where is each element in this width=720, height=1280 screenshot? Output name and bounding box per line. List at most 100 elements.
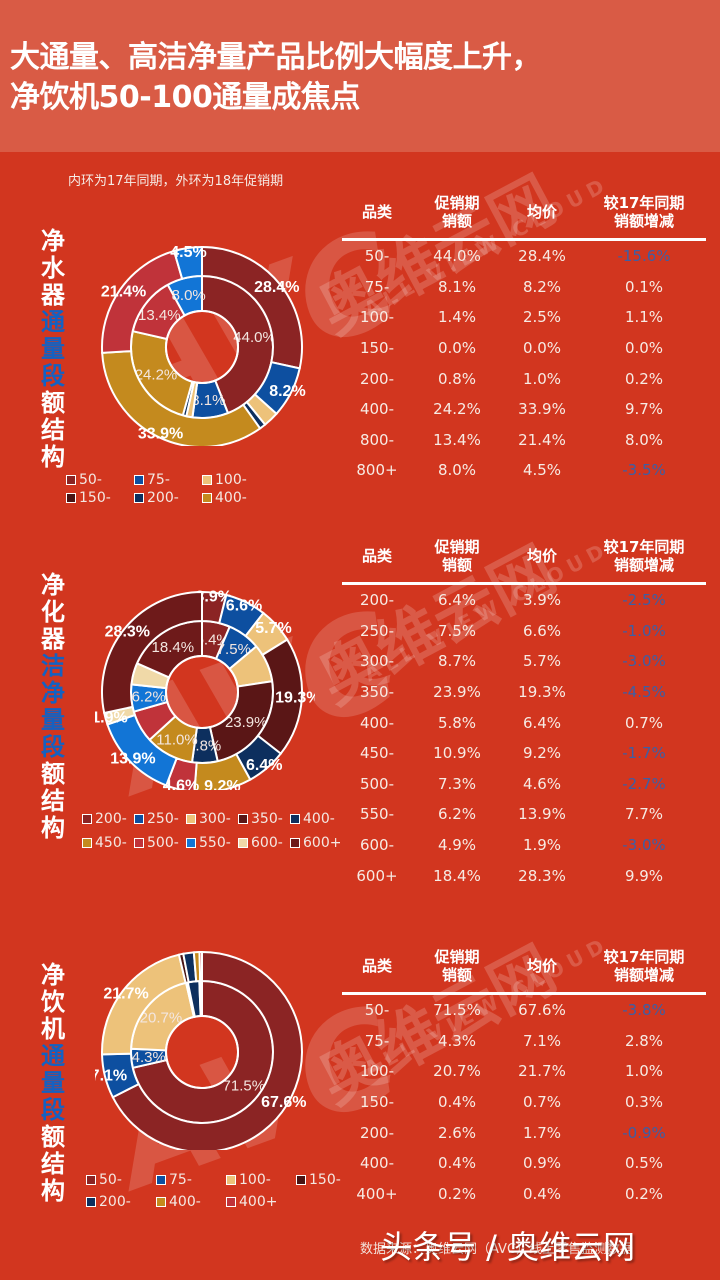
cell-yoy: -1.7% bbox=[622, 744, 666, 763]
col-yoy: 较17年同期 销额增减 bbox=[603, 948, 685, 984]
cell-promo: 20.7% bbox=[433, 1062, 481, 1081]
legend-label: 500- bbox=[147, 835, 179, 851]
label-structure: 额结构 bbox=[41, 760, 65, 842]
legend-swatch-icon bbox=[202, 493, 212, 503]
table-row: 600+ 18.4% 28.3% 9.9% bbox=[342, 860, 706, 891]
legend-item: 200- bbox=[86, 1194, 156, 1210]
table-air-purifier: 品类 促销期 销额 均价 较17年同期 销额增减 200- 6.4% 3.9% -2.5%… bbox=[342, 530, 706, 891]
legend-item: 100- bbox=[202, 472, 270, 488]
legend-swatch-icon bbox=[226, 1175, 236, 1185]
cell-avg: 4.5% bbox=[522, 461, 562, 480]
cell-promo: 1.4% bbox=[437, 308, 477, 327]
legend-label: 50- bbox=[99, 1172, 122, 1188]
table-row: 400+ 0.2% 0.4% 0.2% bbox=[342, 1179, 706, 1210]
cell-yoy: 0.0% bbox=[624, 339, 664, 358]
col-category: 品类 bbox=[361, 203, 392, 221]
data-label: 6.6% bbox=[226, 598, 262, 615]
data-label: 20.7% bbox=[140, 1010, 183, 1027]
table-row: 400- 24.2% 33.9% 9.7% bbox=[342, 394, 706, 425]
table-header: 品类 促销期 销额 均价 较17年同期 销额增减 bbox=[342, 940, 706, 995]
table-row: 400- 0.4% 0.9% 0.5% bbox=[342, 1148, 706, 1179]
col-yoy: 较17年同期 销额增减 bbox=[603, 538, 685, 574]
legend-swatch-icon bbox=[202, 475, 212, 485]
cell-avg: 1.9% bbox=[522, 836, 562, 855]
cell-cat: 50- bbox=[364, 1001, 390, 1020]
cell-promo: 0.0% bbox=[437, 339, 477, 358]
table-row: 200- 2.6% 1.7% -0.9% bbox=[342, 1117, 706, 1148]
table-row: 450- 10.9% 9.2% -1.7% bbox=[342, 738, 706, 769]
cell-avg: 2.5% bbox=[522, 308, 562, 327]
data-label: 67.6% bbox=[261, 1094, 306, 1111]
table-row: 800- 13.4% 21.4% 8.0% bbox=[342, 425, 706, 456]
legend-label: 400- bbox=[303, 811, 335, 827]
legend-label: 150- bbox=[79, 490, 111, 506]
cell-promo: 0.4% bbox=[437, 1093, 477, 1112]
section-label-air-purifier: 净化器 洁净量段 额结构 bbox=[38, 572, 68, 842]
cell-yoy: 0.7% bbox=[624, 713, 664, 732]
table-row: 100- 20.7% 21.7% 1.0% bbox=[342, 1056, 706, 1087]
legend-item: 350- bbox=[238, 811, 290, 827]
cell-cat: 600+ bbox=[356, 866, 398, 885]
legend-swatch-icon bbox=[238, 814, 248, 824]
col-promo-sales: 促销期 销额 bbox=[434, 538, 480, 574]
legend-item: 300- bbox=[186, 811, 238, 827]
table-row: 50- 44.0% 28.4% -15.6% bbox=[342, 241, 706, 272]
table-water-dispenser: 品类 促销期 销额 均价 较17年同期 销额增减 50- 71.5% 67.6% -3.8… bbox=[342, 940, 706, 1209]
cell-yoy: 8.0% bbox=[624, 430, 664, 449]
data-label: 71.5% bbox=[223, 1077, 266, 1094]
data-label: 4.5% bbox=[170, 244, 206, 261]
cell-avg: 1.0% bbox=[522, 369, 562, 388]
cell-cat: 300- bbox=[359, 652, 395, 671]
legend-item: 600- bbox=[238, 835, 290, 851]
data-label: 4.3% bbox=[132, 1049, 166, 1066]
cell-cat: 400- bbox=[359, 1154, 395, 1173]
cell-yoy: 0.5% bbox=[624, 1154, 664, 1173]
legend-label: 400- bbox=[169, 1194, 201, 1210]
legend-water-purifier: 50- 75- 100- 150- 200- 400- bbox=[66, 472, 270, 506]
cell-cat: 450- bbox=[359, 744, 395, 763]
cell-cat: 150- bbox=[359, 1093, 395, 1112]
data-label: 3.9% bbox=[196, 590, 232, 606]
cell-promo: 2.6% bbox=[437, 1123, 477, 1142]
cell-avg: 0.9% bbox=[522, 1154, 562, 1173]
legend-swatch-icon bbox=[296, 1175, 306, 1185]
legend-item: 400- bbox=[290, 811, 342, 827]
table-row: 800+ 8.0% 4.5% -3.5% bbox=[342, 455, 706, 486]
cell-cat: 200- bbox=[359, 369, 395, 388]
title-line-1: 大通量、高洁净量产品比例大幅度上升， bbox=[10, 40, 542, 75]
section-label-water-purifier: 净水器 通量段 额结构 bbox=[38, 228, 68, 471]
cell-yoy: -15.6% bbox=[617, 247, 671, 266]
table-row: 550- 6.2% 13.9% 7.7% bbox=[342, 799, 706, 830]
legend-label: 100- bbox=[239, 1172, 271, 1188]
legend-swatch-icon bbox=[186, 814, 196, 824]
cell-avg: 67.6% bbox=[518, 1001, 566, 1020]
cell-avg: 0.7% bbox=[522, 1093, 562, 1112]
legend-swatch-icon bbox=[134, 838, 144, 848]
label-structure: 额结构 bbox=[41, 1123, 65, 1205]
col-category: 品类 bbox=[361, 547, 392, 565]
table-row: 200- 6.4% 3.9% -2.5% bbox=[342, 585, 706, 616]
legend-label: 350- bbox=[251, 811, 283, 827]
donut-segment-400+ bbox=[198, 950, 203, 983]
cell-cat: 350- bbox=[359, 683, 395, 702]
legend-item: 400+ bbox=[226, 1194, 296, 1210]
cell-yoy: 7.7% bbox=[624, 805, 664, 824]
legend-swatch-icon bbox=[186, 838, 196, 848]
cell-avg: 19.3% bbox=[518, 683, 566, 702]
data-label: 19.3% bbox=[275, 689, 315, 706]
cell-yoy: 0.3% bbox=[624, 1093, 664, 1112]
cell-yoy: -1.0% bbox=[622, 621, 666, 640]
legend-label: 450- bbox=[95, 835, 127, 851]
table-row: 300- 8.7% 5.7% -3.0% bbox=[342, 646, 706, 677]
cell-yoy: -3.5% bbox=[622, 461, 666, 480]
header-band: 大通量、高洁净量产品比例大幅度上升， 净饮机50-100通量成焦点 bbox=[0, 0, 720, 152]
legend-label: 200- bbox=[99, 1194, 131, 1210]
cell-promo: 23.9% bbox=[433, 683, 481, 702]
legend-swatch-icon bbox=[134, 493, 144, 503]
donut-chart-water-purifier: 44.0% 8.1% 24.2% 13.4% 8.0% 28.4% 8.2% 33.9% 21.… bbox=[101, 244, 306, 446]
data-label: 4.6% bbox=[163, 778, 199, 790]
legend-label: 150- bbox=[309, 1172, 341, 1188]
label-product: 净饮机 bbox=[41, 961, 65, 1043]
data-label: 18.4% bbox=[152, 639, 195, 656]
col-avg-price: 均价 bbox=[526, 203, 557, 221]
